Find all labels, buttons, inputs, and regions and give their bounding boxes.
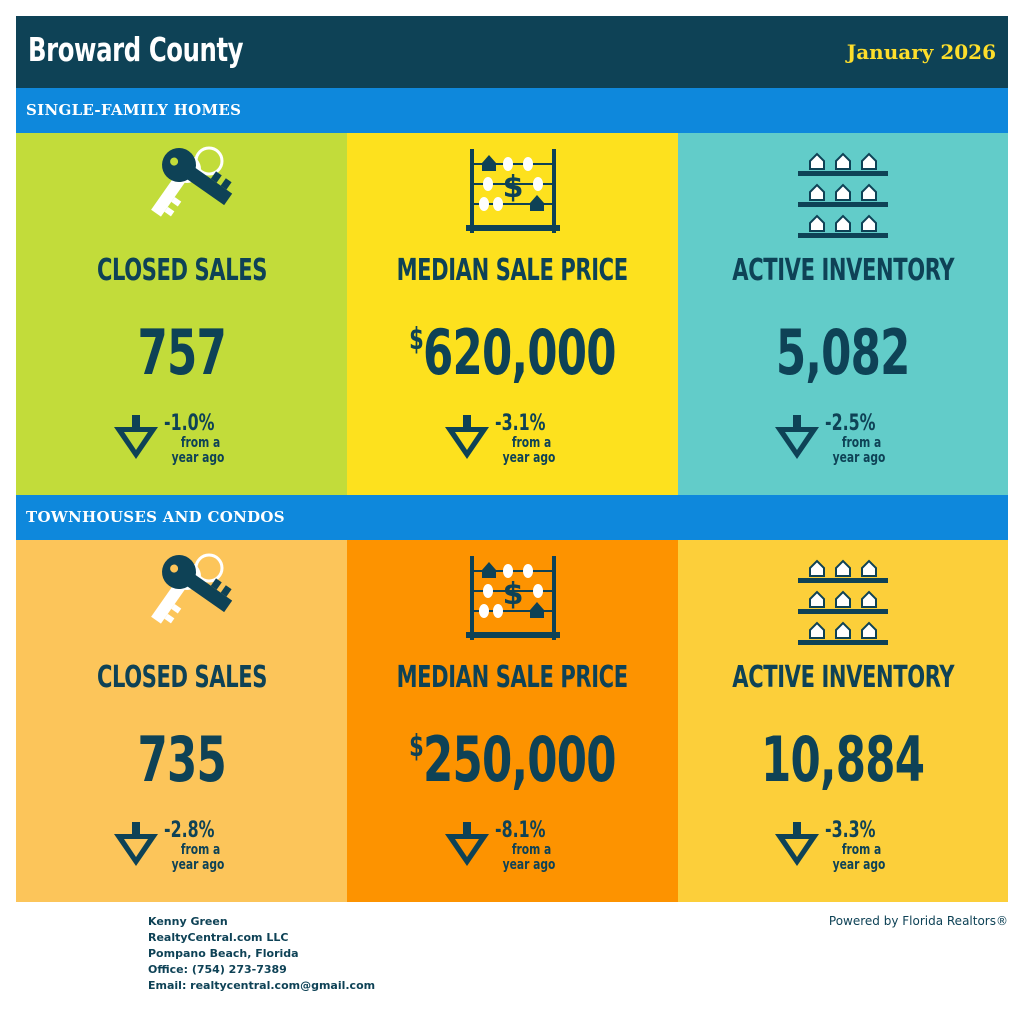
section-title-townhouses-condos: TOWNHOUSES AND CONDOS [16, 495, 1008, 540]
agent-location: Pompano Beach, Florida [148, 947, 299, 960]
tile-value: $250,000 [409, 723, 616, 796]
tile-value: 757 [137, 316, 226, 389]
agent-company: RealtyCentral.com LLC [148, 931, 289, 944]
change-indicator: -3.1% from a year ago [443, 411, 583, 471]
change-indicator: -2.5% from a year ago [773, 411, 913, 471]
agent-name: Kenny Green [148, 915, 228, 928]
keys-icon [150, 553, 232, 624]
tile-label: MEDIAN SALE PRICE [396, 253, 629, 288]
tile-label: MEDIAN SALE PRICE [396, 660, 629, 695]
tile-value: 10,884 [761, 723, 925, 796]
agent-contact-block: Kenny Green RealtyCentral.com LLC Pompan… [148, 914, 375, 994]
keys-icon [150, 146, 232, 217]
down-arrow-icon [775, 822, 819, 866]
sf-closed-sales-tile: CLOSED SALES 757 -1.0% from a year ago [16, 133, 347, 495]
change-percent: -2.5% [825, 411, 876, 436]
sf-median-price-tile: $ MEDIAN SALE PRICE $620,000 -3.1% from … [347, 133, 678, 495]
down-arrow-icon [775, 415, 819, 459]
abacus-icon: $ [465, 556, 560, 640]
tile-value: $620,000 [409, 316, 616, 389]
tc-active-inventory-tile: ACTIVE INVENTORY 10,884 -3.3% from a year… [678, 540, 1008, 902]
tile-label: CLOSED SALES [96, 660, 267, 695]
tile-label: ACTIVE INVENTORY [732, 660, 954, 695]
down-arrow-icon [444, 822, 489, 866]
change-caption: from a year ago [502, 435, 555, 466]
agent-email[interactable]: Email: realtycentral.com@gmail.com [148, 979, 376, 992]
powered-by: Powered by Florida Realtors® [828, 914, 1008, 928]
down-arrow-icon [444, 415, 489, 459]
houses-shelf-icon [798, 152, 888, 238]
houses-shelf-icon [798, 559, 888, 645]
tile-label: ACTIVE INVENTORY [732, 253, 954, 288]
change-percent: -8.1% [494, 818, 546, 843]
change-percent: -2.8% [163, 818, 215, 843]
county-title: Broward County [28, 30, 244, 69]
section-title-single-family: SINGLE-FAMILY HOMES [16, 88, 1008, 133]
change-indicator: -8.1% from a year ago [443, 818, 583, 878]
change-caption: from a year ago [832, 435, 886, 466]
tile-label: CLOSED SALES [96, 253, 267, 288]
change-caption: from a year ago [171, 842, 224, 873]
abacus-icon: $ [465, 149, 560, 233]
change-caption: from a year ago [171, 435, 224, 466]
tc-closed-sales-tile: CLOSED SALES 735 -2.8% from a year ago [16, 540, 347, 902]
down-arrow-icon [113, 822, 158, 866]
sf-active-inventory-tile: ACTIVE INVENTORY 5,082 -2.5% from a year … [678, 133, 1008, 495]
change-percent: -3.1% [494, 411, 546, 436]
change-caption: from a year ago [832, 842, 886, 873]
tc-median-price-tile: $ MEDIAN SALE PRICE $250,000 -8.1% from … [347, 540, 678, 902]
tile-value: 735 [137, 723, 226, 796]
header-bar: Broward County January 2026 [16, 16, 1008, 88]
change-indicator: -3.3% from a year ago [773, 818, 913, 878]
change-indicator: -2.8% from a year ago [112, 818, 252, 878]
report-month: January 2026 [846, 40, 996, 64]
change-caption: from a year ago [502, 842, 555, 873]
agent-phone[interactable]: Office: (754) 273-7389 [148, 963, 287, 976]
tile-value: 5,082 [776, 316, 911, 389]
svg-text:$: $ [502, 170, 523, 205]
change-percent: -1.0% [163, 411, 215, 436]
change-percent: -3.3% [825, 818, 876, 843]
down-arrow-icon [113, 415, 158, 459]
change-indicator: -1.0% from a year ago [112, 411, 252, 471]
svg-text:$: $ [502, 577, 523, 612]
